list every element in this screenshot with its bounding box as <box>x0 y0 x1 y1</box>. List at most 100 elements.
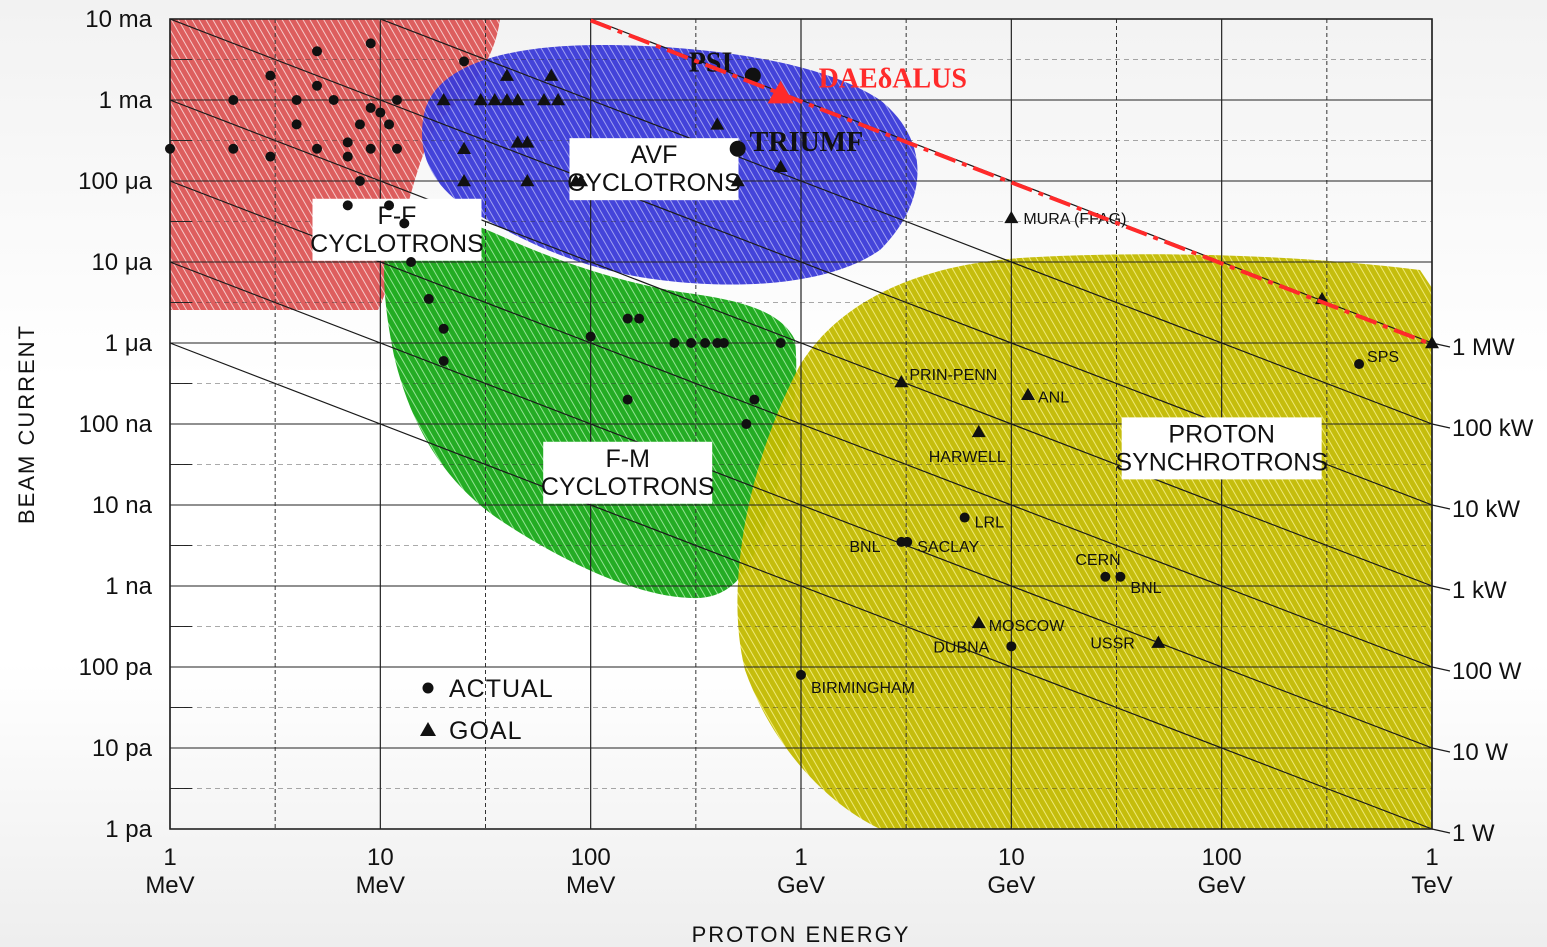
actual-point <box>622 394 633 405</box>
point-label: MOSCOW <box>989 618 1065 635</box>
power-line-label: 100 W <box>1452 658 1522 685</box>
x-tick-unit: GeV <box>777 872 825 899</box>
region-label-line: CYCLOTRONS <box>541 473 715 501</box>
actual-point <box>634 313 645 324</box>
y-tick-label: 10 pa <box>92 735 153 762</box>
power-line <box>378 19 1432 425</box>
actual-point <box>375 107 386 118</box>
point-label: TRIUMF <box>750 127 864 158</box>
power-line-label: 1 W <box>1452 820 1495 847</box>
actual-point <box>741 419 752 429</box>
actual-point <box>718 338 729 348</box>
actual-point <box>312 143 323 154</box>
point-label: DUBNA <box>933 639 989 656</box>
labeled-actual-point <box>1115 571 1126 582</box>
actual-point <box>342 137 353 148</box>
legend-label: ACTUAL <box>449 675 554 703</box>
actual-point <box>342 151 353 162</box>
actual-point <box>365 102 376 113</box>
actual-point <box>406 257 417 267</box>
labeled-actual-point <box>729 140 746 157</box>
x-tick-value: 100 <box>1202 844 1242 871</box>
y-tick-label: 100 μa <box>78 168 153 195</box>
power-line-stub <box>1431 666 1451 672</box>
labeled-goal-point <box>971 424 986 438</box>
actual-point <box>391 143 402 154</box>
actual-point <box>384 200 395 211</box>
actual-point <box>354 119 365 130</box>
region-label-line: F-M <box>605 445 649 473</box>
y-tick-label: 1 pa <box>105 816 152 843</box>
actual-point <box>399 218 410 229</box>
labeled-goal-point <box>1020 387 1035 400</box>
y-tick-label: 1 ma <box>99 87 153 114</box>
x-tick-unit: MeV <box>356 872 405 899</box>
goal-point <box>1425 336 1439 349</box>
actual-point <box>749 394 760 405</box>
legend-item: GOAL <box>420 717 522 745</box>
power-line-label: 1 MW <box>1452 334 1515 361</box>
point-label: PSI <box>689 48 733 79</box>
labeled-actual-point <box>902 536 913 547</box>
legend-item: ACTUAL <box>422 675 554 703</box>
region-label-box <box>1121 417 1322 480</box>
point-label: HARWELL <box>929 449 1006 466</box>
goal-point <box>520 174 535 187</box>
region-label-line: SYNCHROTRONS <box>1115 448 1328 476</box>
proton-synchrotrons-region <box>737 254 1432 829</box>
goal-point <box>473 93 488 106</box>
power-line-label: 100 kW <box>1452 415 1534 442</box>
y-tick-label: 1 na <box>105 573 152 600</box>
goal-point <box>710 117 725 130</box>
power-line <box>170 180 1432 668</box>
point-label: LRL <box>975 515 1004 532</box>
goal-point <box>730 174 745 187</box>
region-label-line: CYCLOTRONS <box>310 230 484 258</box>
goal-point <box>457 141 472 155</box>
region-label-box <box>543 441 713 504</box>
power-line-label: 10 W <box>1452 739 1508 766</box>
power-line-stub <box>1431 423 1451 429</box>
actual-point <box>342 200 353 211</box>
x-tick-value: 1 <box>1425 844 1438 871</box>
x-tick-unit: MeV <box>566 872 615 899</box>
x-tick-value: 1 <box>163 844 176 871</box>
goal-point <box>510 135 525 148</box>
labeled-goal-point <box>894 375 909 388</box>
power-line-label: 10 kW <box>1452 496 1520 523</box>
legend-label: GOAL <box>449 717 522 745</box>
power-line-stub <box>1431 504 1451 510</box>
point-label: MURA (FFAG) <box>1023 211 1126 228</box>
point-label: BNL <box>849 539 880 556</box>
actual-point <box>365 143 376 154</box>
power-line-stub <box>1431 828 1451 834</box>
actual-point <box>328 95 339 105</box>
goal-point <box>487 93 502 106</box>
actual-point <box>291 95 302 105</box>
labeled-actual-point <box>959 512 970 523</box>
labeled-goal-point <box>1004 210 1019 224</box>
x-tick-unit: GeV <box>1198 872 1246 899</box>
region-label-line: AVF <box>631 141 678 169</box>
goal-point <box>499 68 514 81</box>
daedalus-layer: DAEδALUS <box>589 18 1433 347</box>
labeled-actual-point <box>1354 359 1365 370</box>
power-line <box>170 342 1432 829</box>
actual-point <box>291 119 302 130</box>
point-label-layer: PSI TRIUMF MURA (FFAG) SPS PRIN-PENN ANL HARWE… <box>689 48 1399 697</box>
x-tick-value: 10 <box>998 844 1025 871</box>
actual-point <box>669 338 680 348</box>
goal-point <box>574 174 589 187</box>
region-label-box <box>569 138 739 201</box>
region-label-line: F-F <box>378 202 417 230</box>
